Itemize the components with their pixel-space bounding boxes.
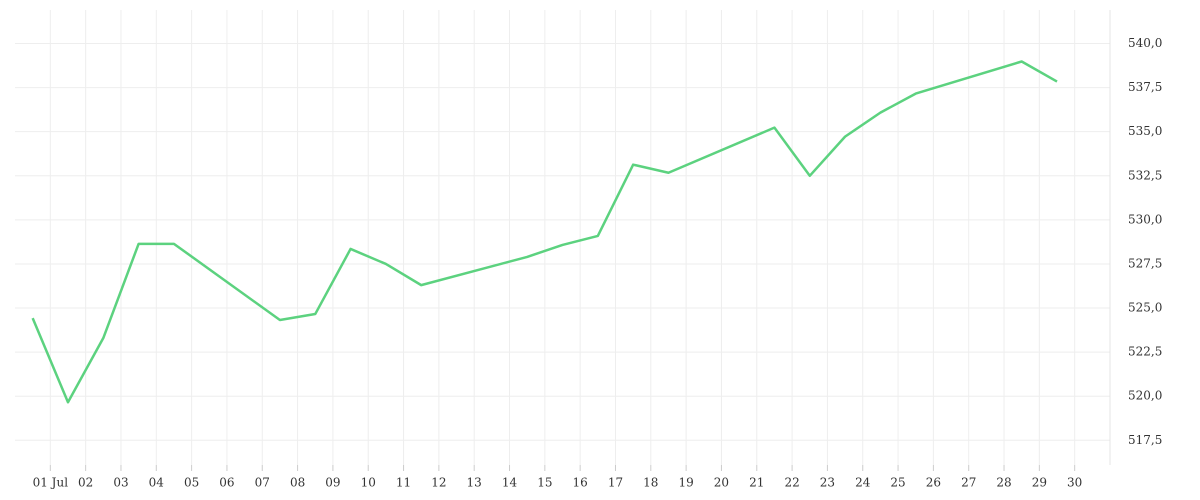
x-tick-label: 17 (608, 476, 623, 490)
x-tick-label: 19 (678, 476, 693, 490)
x-tick-label: 10 (361, 476, 376, 490)
y-tick-label: 520,0 (1128, 389, 1162, 403)
x-tick-label: 29 (1032, 476, 1047, 490)
x-tick-label: 28 (996, 476, 1011, 490)
y-tick-label: 517,5 (1128, 433, 1162, 447)
x-tick-label: 24 (855, 476, 871, 490)
x-tick-label: 30 (1067, 476, 1082, 490)
x-tick-label: 09 (325, 476, 340, 490)
data-line (31, 60, 1058, 404)
y-tick-label: 532,5 (1128, 168, 1162, 182)
x-tick-label: 03 (113, 476, 128, 490)
x-tick-label: 18 (643, 476, 658, 490)
y-tick-label: 522,5 (1128, 345, 1162, 359)
x-tick-label: 04 (149, 476, 165, 490)
x-tick-label: 21 (749, 476, 764, 490)
x-tick-label: 12 (431, 476, 446, 490)
x-tick-label: 11 (396, 476, 411, 490)
x-tick-label: 13 (467, 476, 482, 490)
y-tick-label: 540,0 (1128, 36, 1162, 50)
x-tick-label: 23 (820, 476, 835, 490)
y-tick-label: 530,0 (1128, 212, 1162, 226)
y-tick-label: 535,0 (1128, 124, 1162, 138)
y-tick-label: 537,5 (1128, 80, 1162, 94)
x-tick-label: 02 (78, 476, 93, 490)
x-tick-label: 20 (714, 476, 729, 490)
x-tick-label: 14 (502, 476, 518, 490)
y-tick-label: 525,0 (1128, 301, 1162, 315)
x-tick-label: 01 Jul (33, 476, 69, 490)
x-tick-label: 06 (219, 476, 234, 490)
x-tick-label: 05 (184, 476, 199, 490)
x-tick-label: 22 (784, 476, 799, 490)
x-tick-label: 27 (961, 476, 976, 490)
y-tick-label: 527,5 (1128, 256, 1162, 270)
x-tick-label: 07 (255, 476, 270, 490)
x-tick-label: 26 (926, 476, 941, 490)
x-tick-label: 08 (290, 476, 305, 490)
x-tick-label: 16 (573, 476, 588, 490)
x-tick-label: 25 (890, 476, 905, 490)
x-tick-label: 15 (537, 476, 552, 490)
